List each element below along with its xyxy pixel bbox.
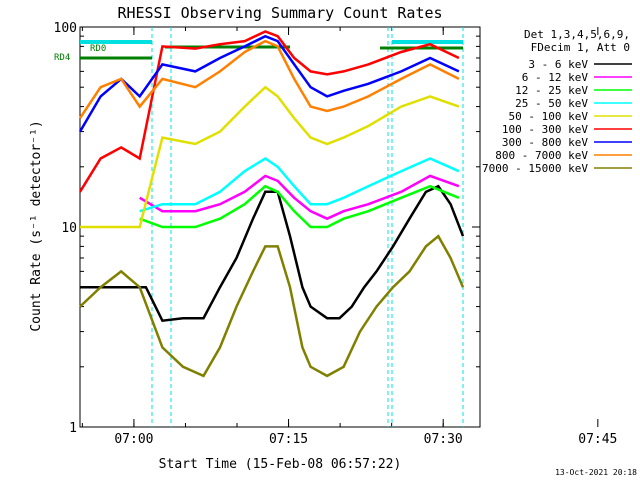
legend-header-line-2: FDecim 1, Att 0 xyxy=(531,41,630,54)
series-line-5 xyxy=(80,85,460,229)
series-line-8 xyxy=(78,39,460,119)
legend-label: 50 - 100 keV xyxy=(509,110,589,123)
legend-label: 3 - 6 keV xyxy=(528,58,588,71)
legend-label: 12 - 25 keV xyxy=(515,84,588,97)
series-line-1 xyxy=(80,184,465,323)
rd0-label: RD0 xyxy=(90,44,106,54)
legend-label: 25 - 50 keV xyxy=(515,97,588,110)
y-tick-label: 100 xyxy=(54,21,77,36)
series-line-2 xyxy=(139,174,460,221)
series-line-3 xyxy=(139,184,460,229)
legend-label: 6 - 12 keV xyxy=(522,71,589,84)
x-tick-label: 07:45 xyxy=(578,432,617,447)
chart-title: RHESSI Observing Summary Count Rates xyxy=(117,4,442,22)
legend-label: 300 - 800 keV xyxy=(502,136,588,149)
legend-header-line-1: Det 1,3,4,5,6,9, xyxy=(524,28,630,41)
legend-label: 800 - 7000 keV xyxy=(495,149,588,162)
y-tick-label: 10 xyxy=(61,221,77,236)
legend-label: 100 - 300 keV xyxy=(502,123,588,136)
x-axis-label: Start Time (15-Feb-08 06:57:22) xyxy=(159,457,402,472)
rd4-label: RD4 xyxy=(54,53,70,63)
series-line-4 xyxy=(139,157,460,213)
y-tick-label: 1 xyxy=(69,421,77,436)
x-tick-label: 07:15 xyxy=(269,432,308,447)
plot-area: 07:0007:1507:3007:4508:0008:1508:3011010… xyxy=(54,21,618,447)
x-tick-label: 07:00 xyxy=(114,432,153,447)
x-tick-label: 07:30 xyxy=(424,432,463,447)
legend-label: 7000 - 15000 keV xyxy=(482,162,588,175)
date-stamp: 13-Oct-2021 20:18 xyxy=(555,468,637,477)
series-line-9 xyxy=(79,234,465,378)
series-line-7 xyxy=(78,34,460,133)
y-axis-label: Count Rate (s⁻¹ detector⁻¹) xyxy=(29,120,44,331)
series-line-6 xyxy=(78,30,460,193)
